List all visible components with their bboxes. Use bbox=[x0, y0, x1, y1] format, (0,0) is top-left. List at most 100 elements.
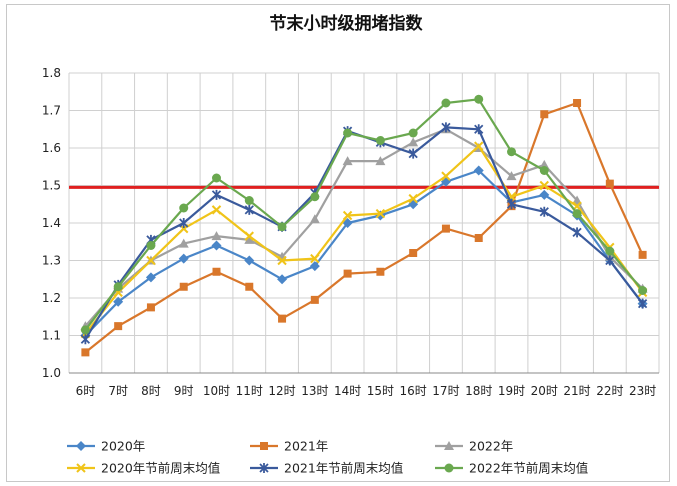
data-point bbox=[309, 214, 320, 224]
series-line bbox=[84, 98, 644, 331]
x-tick-label: 9时 bbox=[174, 384, 194, 398]
data-point bbox=[343, 128, 353, 138]
data-point bbox=[211, 240, 222, 251]
data-point bbox=[211, 205, 222, 215]
data-point bbox=[259, 463, 269, 473]
data-point bbox=[573, 99, 582, 107]
data-point bbox=[146, 303, 155, 312]
data-point bbox=[572, 209, 582, 219]
data-point bbox=[539, 206, 549, 217]
data-point bbox=[444, 463, 454, 473]
series-line bbox=[84, 145, 644, 335]
data-point bbox=[408, 137, 419, 147]
y-tick-label: 1.0 bbox=[42, 366, 61, 380]
data-point bbox=[145, 272, 156, 283]
x-tick-label: 21时 bbox=[563, 384, 590, 398]
data-point bbox=[179, 282, 188, 291]
data-point bbox=[408, 193, 418, 204]
legend-item: 2020年 bbox=[67, 439, 145, 454]
data-point bbox=[638, 286, 648, 295]
x-tick-label: 10时 bbox=[203, 384, 230, 398]
data-point bbox=[376, 267, 385, 276]
x-tick-label: 23时 bbox=[629, 384, 656, 398]
data-point bbox=[444, 441, 454, 450]
data-point bbox=[76, 441, 86, 451]
data-point bbox=[113, 296, 124, 307]
data-point bbox=[638, 250, 647, 259]
legend-item: 2022年节前周末均值 bbox=[435, 461, 588, 476]
legend-label: 2020年节前周末均值 bbox=[101, 461, 220, 476]
data-point bbox=[474, 94, 484, 104]
data-point bbox=[178, 253, 189, 264]
data-point bbox=[310, 295, 319, 304]
data-point bbox=[113, 282, 123, 292]
data-point bbox=[342, 156, 353, 166]
x-tick-label: 6时 bbox=[76, 384, 96, 398]
data-point bbox=[343, 269, 352, 278]
data-point bbox=[244, 204, 254, 215]
data-point bbox=[474, 124, 484, 135]
x-tick-label: 12时 bbox=[268, 384, 295, 398]
data-point bbox=[539, 159, 550, 169]
legend-label: 2021年节前周末均值 bbox=[284, 461, 403, 476]
y-tick-label: 1.8 bbox=[42, 66, 61, 80]
data-point bbox=[375, 136, 385, 145]
data-point bbox=[244, 196, 254, 205]
chart-title: 节末小时级拥堵指数 bbox=[270, 13, 424, 34]
legend-label: 2020年 bbox=[101, 439, 145, 454]
series-line bbox=[84, 128, 644, 327]
data-point bbox=[211, 231, 222, 241]
legend-item: 2021年 bbox=[250, 439, 328, 454]
data-point bbox=[114, 322, 123, 331]
data-point bbox=[244, 231, 254, 241]
data-point bbox=[277, 255, 287, 266]
data-point bbox=[277, 222, 287, 232]
legend-label: 2022年节前周末均值 bbox=[469, 461, 588, 476]
data-point bbox=[146, 255, 156, 266]
series-line bbox=[84, 101, 644, 354]
x-tick-label: 15时 bbox=[367, 384, 394, 398]
x-tick-label: 17时 bbox=[432, 384, 459, 398]
data-point bbox=[375, 208, 386, 219]
data-point bbox=[76, 463, 86, 473]
series-line bbox=[84, 169, 644, 337]
data-point bbox=[146, 241, 156, 250]
data-point bbox=[244, 234, 255, 244]
data-point bbox=[342, 210, 353, 221]
data-point bbox=[409, 249, 418, 257]
data-point bbox=[539, 189, 550, 200]
legend-item: 2022年 bbox=[435, 439, 513, 454]
data-point bbox=[408, 148, 418, 159]
data-point bbox=[506, 199, 517, 210]
grid-lines bbox=[68, 72, 660, 374]
x-tick-label: 11时 bbox=[236, 384, 263, 398]
data-point bbox=[81, 348, 90, 357]
data-point bbox=[178, 238, 189, 248]
data-point bbox=[605, 255, 615, 266]
data-point bbox=[441, 224, 450, 233]
chart-frame: 节末小时级拥堵指数 1.0 1.1 1.2 1.3 1.4 1.5 1.6 1.7 1.8 6时 7… bbox=[6, 4, 670, 482]
legend-label: 2022年 bbox=[469, 439, 513, 454]
y-tick-label: 1.7 bbox=[42, 104, 61, 118]
series-6 bbox=[80, 94, 648, 335]
data-point bbox=[211, 189, 222, 200]
x-tick-label: 14时 bbox=[334, 384, 361, 398]
data-point bbox=[605, 246, 615, 256]
data-point bbox=[260, 442, 268, 450]
data-point bbox=[474, 234, 483, 242]
data-point bbox=[212, 173, 221, 183]
y-tick-label: 1.6 bbox=[42, 141, 61, 155]
data-point bbox=[506, 171, 517, 181]
y-tick-label: 1.1 bbox=[42, 329, 61, 343]
data-point bbox=[179, 218, 189, 228]
x-tick-label: 18时 bbox=[465, 384, 492, 398]
y-tick-label: 1.2 bbox=[42, 291, 61, 305]
x-tick-label: 16时 bbox=[400, 384, 427, 398]
x-tick-label: 20时 bbox=[531, 384, 558, 398]
data-point bbox=[473, 165, 484, 176]
x-tick-label: 8时 bbox=[141, 384, 161, 398]
legend: 2020年 2021年 2022年 2020年节前周末均值 2021年节前周末均值 202… bbox=[67, 439, 588, 476]
legend-item: 2020年节前周末均值 bbox=[67, 461, 220, 476]
y-tick-label: 1.5 bbox=[42, 179, 61, 193]
series-group bbox=[80, 94, 648, 357]
